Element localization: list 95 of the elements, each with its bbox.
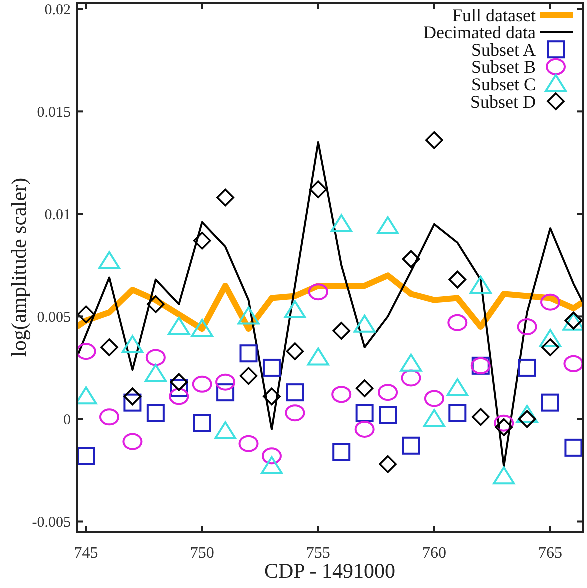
point [377,216,400,234]
point [124,388,142,406]
point [263,388,281,406]
point [260,456,283,474]
point [356,380,374,398]
x-tick-label: 760 [422,545,446,562]
point [286,342,304,360]
point [332,386,352,404]
point [400,354,422,372]
point [494,414,514,432]
point [192,376,212,393]
point [540,329,562,348]
point [214,422,237,440]
point [216,188,234,207]
point [100,338,118,356]
point [285,404,306,422]
point [378,384,398,402]
point [354,314,376,333]
legend-label: Subset D [470,92,536,112]
point [379,455,397,474]
point [330,214,353,232]
point [448,270,467,289]
point [540,294,561,311]
point [448,314,468,332]
point [517,318,538,336]
point [402,250,420,268]
x-tick-label: 750 [190,545,214,562]
point [472,408,490,426]
point [216,384,235,402]
point [169,388,190,406]
point [426,131,444,150]
point [448,404,467,422]
point [147,296,165,314]
y-axis-title: log(amplitude scaler) [7,178,31,358]
point [564,355,583,372]
point [308,284,328,301]
point [493,466,516,485]
point [262,358,281,377]
point [518,358,536,377]
point [146,404,165,422]
point [401,370,422,387]
y-tick-label: 0.015 [37,104,71,121]
point [170,379,188,398]
point [238,435,259,452]
y-tick-label: 0.01 [44,207,71,224]
y-tick-label: -0.005 [32,515,71,531]
y-tick-label: 0.005 [37,310,71,326]
point [168,316,190,335]
point [77,447,96,466]
legend-label: Subset C [471,74,536,94]
y-tick-label: 0 [64,412,71,428]
point [495,418,513,436]
x-tick-label: 745 [74,545,98,562]
point [307,348,330,366]
point [516,405,538,424]
point [354,420,375,438]
point [122,335,144,354]
legend-label: Full dataset [452,5,536,26]
point [146,349,166,366]
point [240,367,258,386]
point [193,414,212,432]
point [284,300,306,319]
point [216,374,236,391]
point [542,394,560,412]
point [98,251,120,270]
point [191,319,214,338]
point [446,378,469,396]
point [542,338,560,356]
point [564,438,583,457]
point [238,306,260,325]
point [309,180,328,198]
point [470,276,492,294]
x-tick-label: 755 [306,545,330,562]
point [424,390,444,408]
point [332,322,351,340]
point [332,443,351,462]
point [170,373,188,392]
x-axis-title: CDP - 1491000 [264,559,396,583]
point [122,433,143,450]
legend-label: Subset B [471,57,536,78]
point [379,406,398,424]
point [124,394,142,412]
point [99,408,120,426]
y-tick-label: 0.02 [44,2,71,18]
point [240,344,258,363]
point [286,384,304,402]
point [402,436,420,455]
x-tick-label: 765 [538,545,563,562]
point [77,343,96,360]
point [262,448,282,465]
point [144,364,167,382]
point [77,306,96,324]
point [356,404,374,422]
point [193,232,212,250]
point [423,409,446,428]
